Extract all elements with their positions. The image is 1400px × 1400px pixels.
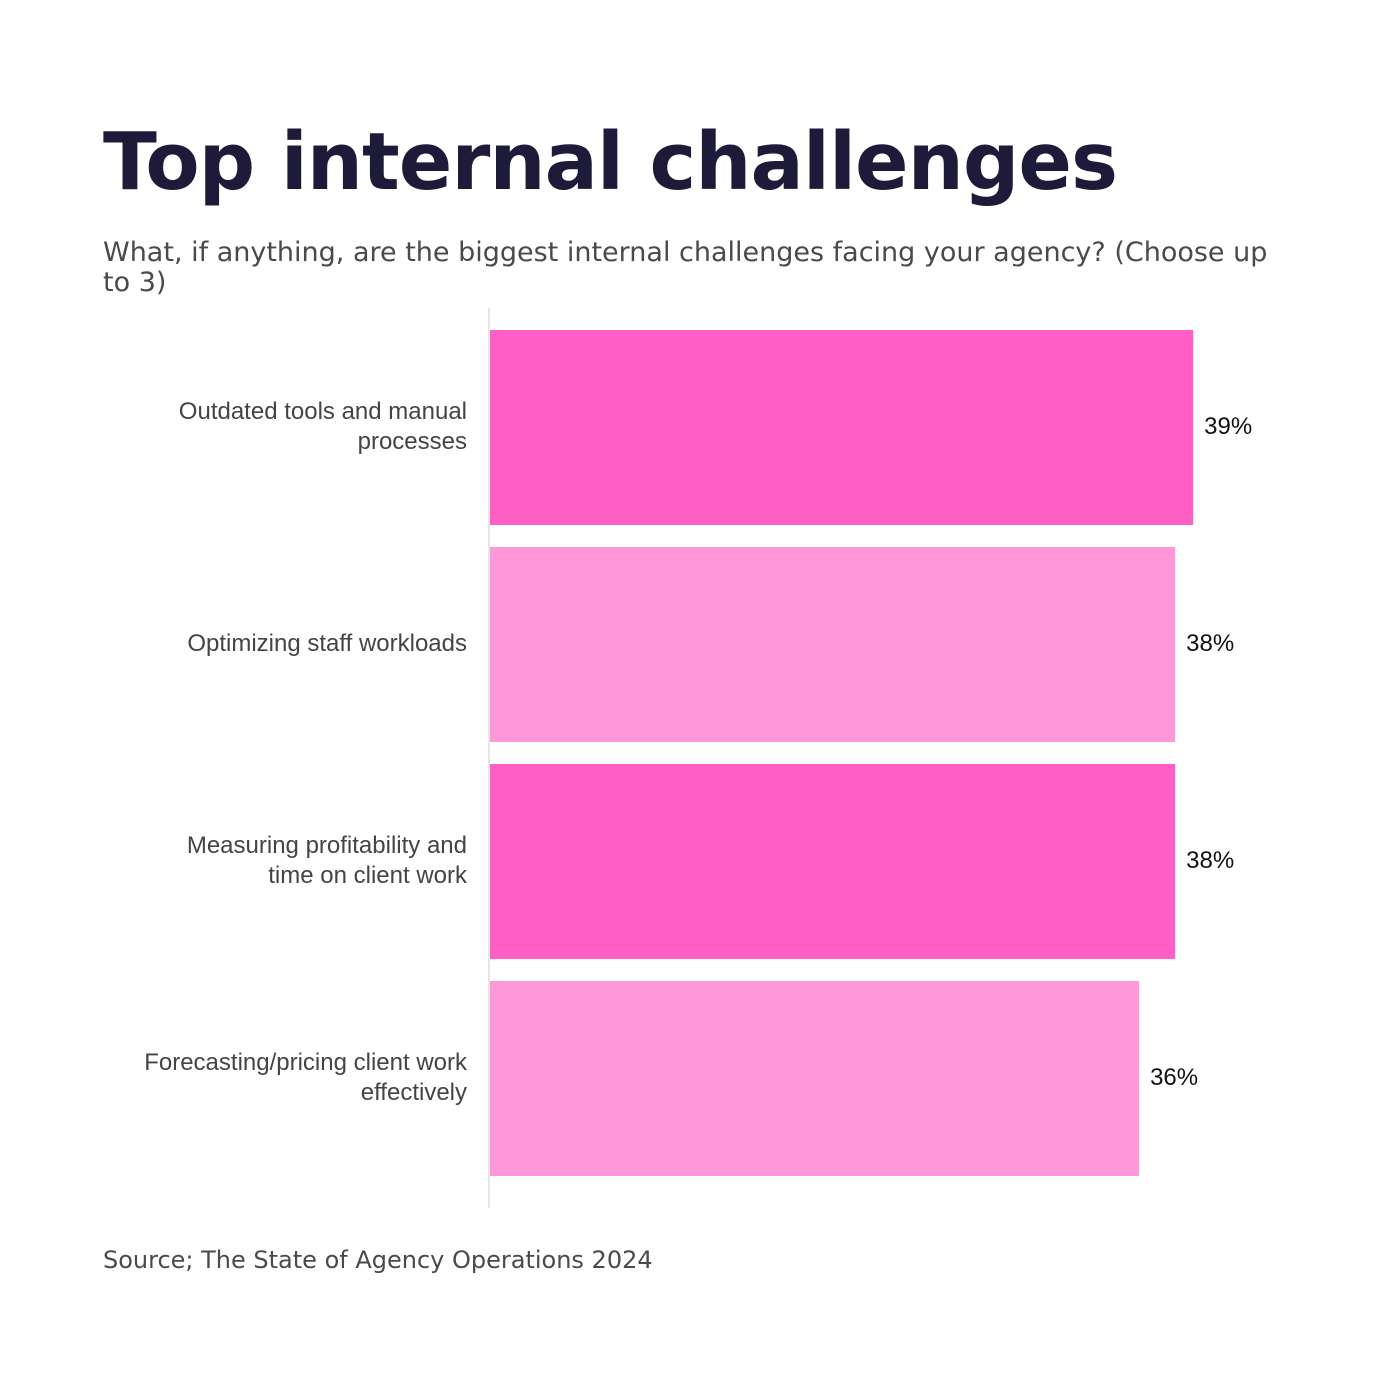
value-label-2: 38% xyxy=(1186,630,1234,657)
category-label-line: Optimizing staff workloads xyxy=(187,630,467,657)
bar-2 xyxy=(490,547,1176,742)
bar-3 xyxy=(490,764,1176,959)
category-label-line: Forecasting/pricing client work xyxy=(144,1049,468,1076)
category-label-line: Outdated tools and manual xyxy=(179,398,467,425)
chart-title: Top internal challenges xyxy=(103,116,1118,208)
chart-subtitle: What, if anything, are the biggest inter… xyxy=(103,237,1268,298)
category-label-line: time on client work xyxy=(268,862,468,889)
category-label-3: Measuring profitability and time on clien… xyxy=(187,832,468,889)
bar-4 xyxy=(490,981,1140,1176)
category-label-line: Measuring profitability and xyxy=(187,832,467,859)
value-label-4: 36% xyxy=(1150,1064,1198,1091)
bar-1 xyxy=(490,330,1194,525)
value-label-1: 39% xyxy=(1204,413,1252,440)
labels-layer: 39% Outdated tools and manual processes 38%… xyxy=(144,398,1252,1106)
category-label-line: processes xyxy=(358,428,467,455)
category-label-1: Outdated tools and manual processes xyxy=(179,398,467,455)
category-label-2: Optimizing staff workloads xyxy=(187,630,467,657)
bars-layer xyxy=(490,330,1194,1176)
value-label-3: 38% xyxy=(1186,847,1234,874)
category-label-4: Forecasting/pricing client work effective… xyxy=(144,1049,468,1106)
category-label-line: effectively xyxy=(361,1079,467,1106)
chart-source: Source; The State of Agency Operations 2… xyxy=(103,1246,653,1274)
